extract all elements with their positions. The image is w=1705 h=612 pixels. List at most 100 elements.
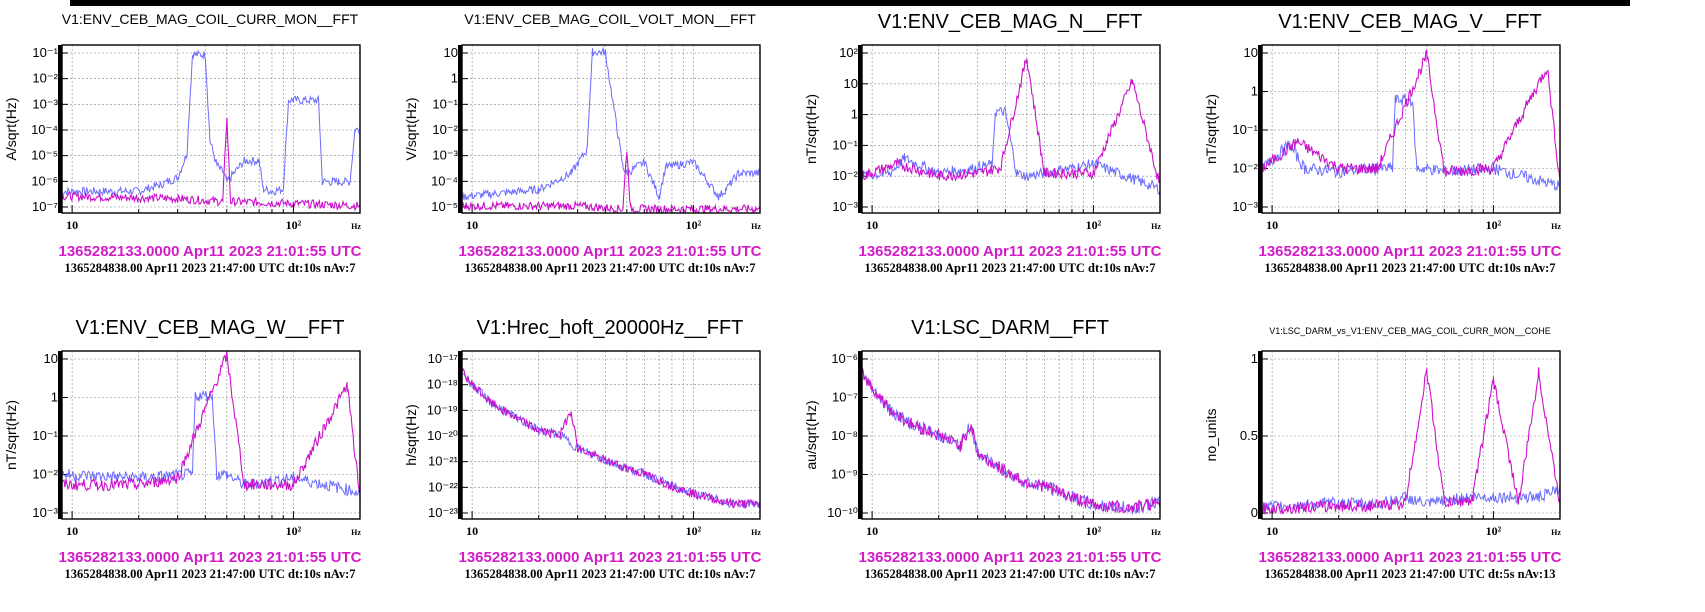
reference-timestamp: 1365282133.0000 Apr11 2023 21:01:55 UTC xyxy=(858,549,1161,566)
reference-series-line xyxy=(61,389,361,497)
x-tick-label: 10 xyxy=(1266,218,1278,232)
y-tick-label: 10⁻²² xyxy=(428,479,459,494)
x-axis-unit: Hz xyxy=(351,528,361,537)
y-tick-label: 1 xyxy=(51,390,58,405)
y-tick-label: 10² xyxy=(839,45,858,60)
y-axis-label: V/sqrt(Hz) xyxy=(403,98,419,161)
y-tick-label: 10⁻² xyxy=(1232,161,1258,176)
y-tick-label: 10 xyxy=(44,351,58,366)
y-tick-label: 10⁻¹ xyxy=(32,45,58,60)
y-tick-label: 10⁻³ xyxy=(1232,199,1258,214)
live-timestamp: 1365284838.00 Apr11 2023 21:47:00 UTC dt… xyxy=(1264,261,1555,275)
x-tick-label: 10² xyxy=(1086,524,1102,538)
x-axis-unit: Hz xyxy=(351,222,361,231)
reference-timestamp: 1365282133.0000 Apr11 2023 21:01:55 UTC xyxy=(1258,549,1561,566)
y-tick-label: 10⁻¹⁰ xyxy=(827,505,858,520)
live-series-line xyxy=(461,150,761,215)
y-axis-bar xyxy=(858,351,862,519)
y-axis-bar xyxy=(458,351,462,519)
live-timestamp: 1365284838.00 Apr11 2023 21:47:00 UTC dt… xyxy=(1264,567,1555,581)
x-tick-label: 10 xyxy=(1266,524,1278,538)
y-tick-label: 10⁻²¹ xyxy=(428,454,459,469)
y-tick-label: 10⁻⁹ xyxy=(831,467,858,482)
chart-title: V1:ENV_CEB_MAG_W__FFT xyxy=(76,317,345,339)
chart-panel: V1:LSC_DARM__FFT au/sqrt(Hz) 10⁻⁶ 10⁻⁷ 10⁻⁸ 1… xyxy=(800,306,1226,612)
chart-title: V1:LSC_DARM_vs_V1:ENV_CEB_MAG_COIL_CURR_… xyxy=(1269,326,1551,336)
y-tick-label: 10⁻⁶ xyxy=(831,351,858,366)
y-tick-label: 0 xyxy=(1251,505,1258,520)
x-tick-label: 10 xyxy=(866,218,878,232)
y-tick-label: 1 xyxy=(1251,84,1258,99)
y-tick-label: 10⁻² xyxy=(32,467,58,482)
y-tick-label: 1 xyxy=(851,107,858,122)
y-tick-label: 10⁻³ xyxy=(32,505,58,520)
y-tick-label: 10⁻⁴ xyxy=(431,173,458,188)
y-tick-label: 10⁻² xyxy=(432,122,458,137)
chart-panel: V1:ENV_CEB_MAG_W__FFT nT/sqrt(Hz) 10 1 10⁻¹ 1… xyxy=(0,306,426,612)
chart-panel: V1:LSC_DARM_vs_V1:ENV_CEB_MAG_COIL_CURR_… xyxy=(1200,306,1626,612)
x-tick-label: 10² xyxy=(686,524,702,538)
chart-title: V1:ENV_CEB_MAG_V__FFT xyxy=(1278,11,1541,33)
x-tick-label: 10² xyxy=(1486,218,1502,232)
reference-timestamp: 1365282133.0000 Apr11 2023 21:01:55 UTC xyxy=(1258,243,1561,260)
y-tick-label: 10⁻¹⁹ xyxy=(427,402,458,417)
x-tick-label: 10 xyxy=(466,524,478,538)
x-axis-unit: Hz xyxy=(751,528,761,537)
y-tick-label: 10⁻² xyxy=(832,168,858,183)
chart-panel: V1:Hrec_hoft_20000Hz__FFT h/sqrt(Hz) 10⁻¹⁷… xyxy=(400,306,826,612)
chart-svg: V1:ENV_CEB_MAG_N__FFT nT/sqrt(Hz) 10² 10 1 10… xyxy=(803,11,1162,275)
y-axis-label: nT/sqrt(Hz) xyxy=(1203,94,1219,164)
plot-area xyxy=(62,351,360,519)
y-tick-label: 10 xyxy=(444,45,458,60)
x-axis-unit: Hz xyxy=(1551,222,1561,231)
y-tick-label: 10⁻² xyxy=(32,71,58,86)
y-tick-label: 10⁻⁷ xyxy=(832,390,858,405)
x-tick-label: 10² xyxy=(686,218,702,232)
x-tick-label: 10 xyxy=(866,524,878,538)
plot-area xyxy=(462,45,760,213)
reference-series-line xyxy=(61,49,361,197)
live-series-line xyxy=(461,367,761,510)
chart-title: V1:ENV_CEB_MAG_COIL_CURR_MON__FFT xyxy=(62,11,359,27)
live-series-line xyxy=(1261,367,1561,516)
y-tick-label: 10⁻²⁰ xyxy=(427,428,458,443)
y-tick-label: 10⁻¹ xyxy=(1232,122,1258,137)
chart-panel: V1:ENV_CEB_MAG_N__FFT nT/sqrt(Hz) 10² 10 1 10… xyxy=(800,0,1226,306)
x-tick-label: 10² xyxy=(1086,218,1102,232)
x-axis-unit: Hz xyxy=(1151,222,1161,231)
live-series-line xyxy=(1261,49,1561,186)
y-axis-label: h/sqrt(Hz) xyxy=(403,404,419,465)
reference-timestamp: 1365282133.0000 Apr11 2023 21:01:55 UTC xyxy=(58,243,361,260)
y-tick-label: 1 xyxy=(451,71,458,86)
y-tick-label: 10⁻⁵ xyxy=(431,199,458,214)
x-axis-unit: Hz xyxy=(1151,528,1161,537)
y-tick-label: 10⁻¹ xyxy=(432,96,458,111)
chart-svg: V1:LSC_DARM__FFT au/sqrt(Hz) 10⁻⁶ 10⁻⁷ 10⁻⁸ 1… xyxy=(803,317,1162,581)
live-timestamp: 1365284838.00 Apr11 2023 21:47:00 UTC dt… xyxy=(64,261,355,275)
plot-area xyxy=(862,45,1160,213)
x-tick-label: 10² xyxy=(286,524,302,538)
plot-area xyxy=(1262,351,1560,519)
x-tick-label: 10 xyxy=(466,218,478,232)
x-tick-label: 10 xyxy=(66,524,78,538)
y-tick-label: 10 xyxy=(844,76,858,91)
y-tick-label: 10⁻¹⁸ xyxy=(427,377,458,392)
x-tick-label: 10 xyxy=(66,218,78,232)
plot-area xyxy=(462,351,760,519)
chart-panel: V1:ENV_CEB_MAG_V__FFT nT/sqrt(Hz) 10 1 10⁻¹ 1… xyxy=(1200,0,1626,306)
y-axis-bar xyxy=(1258,45,1262,213)
reference-series-line xyxy=(461,46,761,201)
top-black-bar xyxy=(70,0,1630,6)
plot-area xyxy=(1262,45,1560,213)
chart-title: V1:LSC_DARM__FFT xyxy=(911,317,1109,339)
reference-timestamp: 1365282133.0000 Apr11 2023 21:01:55 UTC xyxy=(58,549,361,566)
y-tick-label: 0.5 xyxy=(1240,428,1258,443)
y-axis-bar xyxy=(858,45,862,213)
y-tick-label: 10⁻³ xyxy=(832,199,858,214)
live-timestamp: 1365284838.00 Apr11 2023 21:47:00 UTC dt… xyxy=(864,567,1155,581)
chart-title: V1:ENV_CEB_MAG_N__FFT xyxy=(878,11,1143,33)
chart-svg: V1:ENV_CEB_MAG_COIL_CURR_MON__FFT A/sqrt(… xyxy=(3,11,362,275)
chart-svg: V1:Hrec_hoft_20000Hz__FFT h/sqrt(Hz) 10⁻¹⁷… xyxy=(403,317,762,581)
y-tick-label: 1 xyxy=(1251,351,1258,366)
